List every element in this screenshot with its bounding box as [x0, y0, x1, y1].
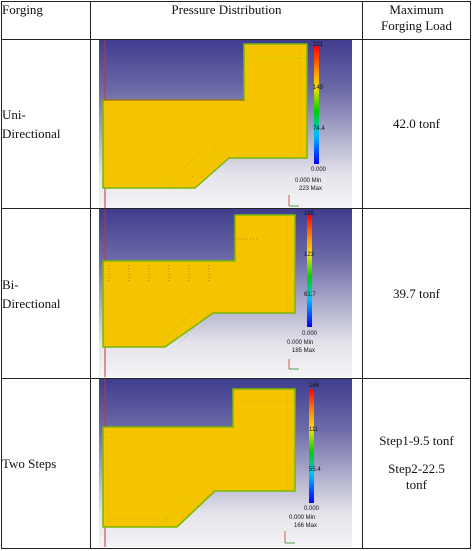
forging-type-label: Two Steps	[2, 455, 57, 471]
pressure-legend-bar	[307, 215, 312, 328]
header-max-load-line1: Maximum	[389, 2, 444, 17]
pressure-distribution-cell: 221 149 74.4 0.000 0.000 Min 223 Max	[90, 39, 363, 210]
legend-top-value: 166	[309, 383, 320, 389]
legend-mid-high-value: 123	[304, 252, 315, 258]
header-pressure-distribution: Pressure Distribution	[90, 0, 363, 41]
max-load-cell: Step1-9.5 tonf Step2-22.5 tonf	[362, 377, 471, 550]
pressure-distribution-image: 221 149 74.4 0.000 0.000 Min 223 Max	[99, 40, 352, 209]
max-load-value: 42.0 tonf	[393, 116, 440, 132]
legend-mid-high-value: 111	[309, 427, 319, 433]
max-load-cell: 42.0 tonf	[362, 39, 471, 210]
workpiece-shape	[102, 387, 296, 528]
forging-type-line1: Bi-	[2, 276, 19, 292]
forging-type-cell: Two Steps	[1, 377, 91, 550]
legend-max-value: 185 Max	[292, 348, 315, 354]
header-max-load-line2: Forging Load	[381, 18, 452, 33]
legend-min-value: 0.000 Min	[289, 515, 315, 521]
max-load-step2: Step2-22.5	[388, 461, 445, 477]
pressure-legend-bar	[309, 388, 314, 503]
legend-min-value: 0.000 Min	[295, 178, 321, 184]
legend-max-value: 223 Max	[299, 186, 322, 192]
table-row: Two Steps	[1, 377, 471, 550]
pressure-distribution-image: 166 111 55.4 0.000 0.000 Min 166 Max	[99, 378, 352, 547]
legend-top-value: 185	[304, 211, 315, 217]
legend-top-value: 221	[313, 42, 324, 48]
workpiece-shape	[102, 43, 308, 189]
forging-type-cell: Bi- Directional	[1, 208, 91, 379]
legend-bottom-value: 0.000	[311, 167, 327, 173]
pressure-distribution-image: 185 123 61.7 0.000 0.000 Min 185 Max	[99, 209, 352, 378]
pressure-distribution-cell: 185 123 61.7 0.000 0.000 Min 185 Max	[90, 208, 363, 379]
legend-mid-low-value: 55.4	[309, 467, 321, 473]
header-forging: Forging	[1, 0, 91, 41]
max-load-step1: Step1-9.5 tonf	[379, 433, 454, 449]
max-load-step2-unit: tonf	[406, 477, 427, 493]
legend-max-value: 166 Max	[294, 523, 317, 529]
table-row: Bi- Directional	[1, 208, 471, 379]
workpiece-shape	[102, 214, 296, 349]
legend-mid-high-value: 149	[313, 85, 324, 91]
max-load-cell: 39.7 tonf	[362, 208, 471, 379]
forging-type-cell: Uni- Directional	[1, 39, 91, 210]
legend-mid-low-value: 74.4	[313, 126, 325, 132]
max-load-value: 39.7 tonf	[393, 285, 440, 301]
header-max-load: Maximum Forging Load	[362, 0, 471, 41]
forging-type-line2: Directional	[2, 295, 61, 311]
legend-bottom-value: 0.000	[302, 331, 318, 337]
forging-type-line1: Uni-	[2, 107, 26, 123]
table-row: Uni- Directional	[1, 39, 471, 210]
legend-mid-low-value: 61.7	[304, 292, 316, 298]
forging-type-line2: Directional	[2, 126, 61, 142]
pressure-legend-bar	[314, 46, 319, 165]
legend-bottom-value: 0.000	[304, 506, 320, 512]
legend-min-value: 0.000 Min	[287, 340, 313, 346]
pressure-distribution-cell: 166 111 55.4 0.000 0.000 Min 166 Max	[90, 377, 363, 550]
header-row: Forging Pressure Distribution Maximum Fo…	[1, 0, 471, 41]
